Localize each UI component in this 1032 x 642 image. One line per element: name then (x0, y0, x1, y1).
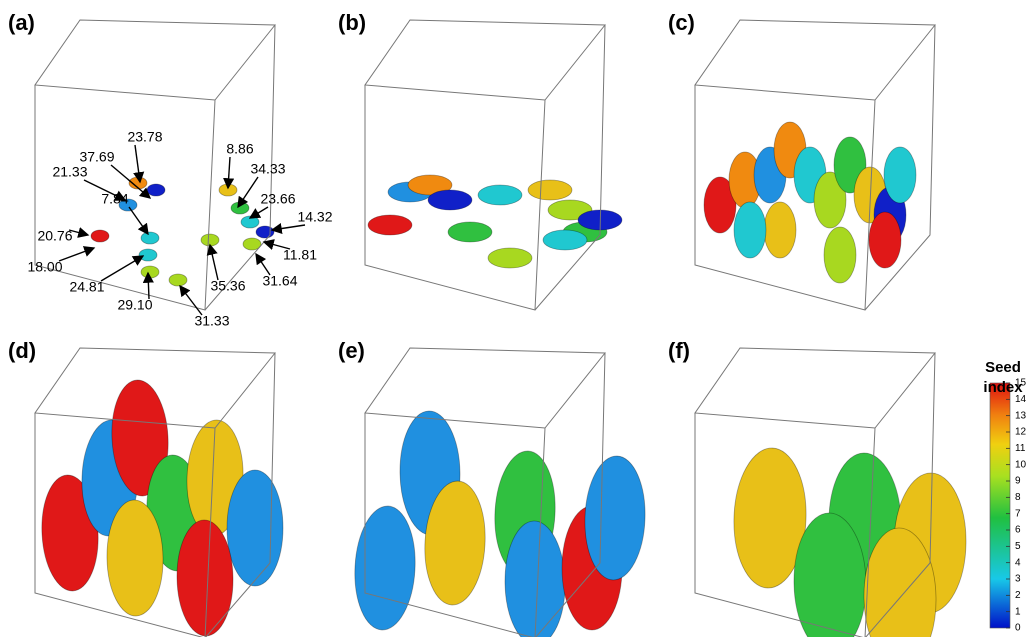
crystal (352, 505, 418, 632)
panel-label: (e) (338, 338, 365, 363)
colorbar-tick-label: 9 (1015, 476, 1021, 487)
annotation-arrow (129, 207, 148, 234)
crystal (169, 274, 187, 286)
crystal (147, 184, 165, 196)
crystal (869, 212, 901, 268)
box-edges (365, 20, 605, 310)
annotation-arrow (238, 177, 258, 207)
annotation: 31.64 (262, 273, 297, 289)
annotation: 8.86 (226, 141, 253, 157)
crystal (884, 147, 916, 203)
crystal (824, 227, 856, 283)
panel: (b) (338, 10, 622, 310)
panel: (f) (668, 338, 967, 637)
panel-label: (d) (8, 338, 36, 363)
colorbar-tick-label: 13 (1015, 410, 1027, 421)
annotation-arrow (148, 273, 149, 299)
crystal (227, 470, 283, 586)
crystal (734, 202, 766, 258)
colorbar-gradient (990, 383, 1010, 628)
crystal (91, 230, 109, 242)
annotation-arrow (250, 207, 268, 218)
colorbar-tick-label: 3 (1015, 574, 1021, 585)
crystal (139, 249, 157, 261)
annotation: 14.32 (297, 209, 332, 225)
crystal (256, 226, 274, 238)
annotation: 18.00 (27, 259, 62, 275)
crystal (428, 190, 472, 210)
crystal (141, 266, 159, 278)
colorbar-tick-label: 12 (1015, 427, 1027, 438)
annotation-arrow (210, 245, 218, 280)
crystal (543, 230, 587, 250)
crystal (764, 202, 796, 258)
colorbar-tick-label: 1 (1015, 606, 1021, 617)
annotation-arrow (135, 145, 140, 182)
crystal (478, 185, 522, 205)
colorbar-tick-label: 2 (1015, 590, 1021, 601)
annotation: 37.69 (79, 149, 114, 165)
panel-label: (c) (668, 10, 695, 35)
panel: (c) (668, 10, 935, 310)
colorbar-tick-label: 11 (1015, 443, 1026, 454)
crystal (201, 234, 219, 246)
annotation: 11.81 (283, 247, 317, 263)
crystal (528, 180, 572, 200)
annotation-arrow (180, 286, 202, 315)
crystal (141, 232, 159, 244)
annotation: 23.66 (260, 191, 295, 207)
annotation: 31.33 (194, 313, 229, 329)
annotation-arrow (59, 248, 94, 261)
colorbar-tick-label: 15 (1015, 378, 1027, 389)
annotation-arrow (228, 157, 230, 188)
annotation-arrow (101, 256, 143, 281)
figure: (a)(b)(c)(d)(e)(f) 37.6923.7821.338.8634… (0, 0, 1032, 637)
colorbar-tick-label: 6 (1015, 525, 1021, 536)
colorbar-tick-label: 7 (1015, 508, 1021, 519)
annotation: 24.81 (69, 279, 104, 295)
crystal (583, 455, 647, 581)
colorbar-tick-label: 5 (1015, 541, 1021, 552)
annotation: 29.10 (117, 297, 152, 313)
colorbar-tick-label: 4 (1015, 557, 1021, 568)
colorbar-tick-label: 0 (1015, 623, 1021, 634)
annotation: 34.33 (250, 161, 285, 177)
colorbar-tick-label: 8 (1015, 492, 1021, 503)
annotation: 21.33 (52, 164, 87, 180)
annotation-arrow (272, 225, 305, 230)
panel: (d) (8, 338, 283, 637)
crystal (448, 222, 492, 242)
panel-label: (f) (668, 338, 690, 363)
colorbar-tick-label: 14 (1015, 394, 1027, 405)
annotation: 23.78 (127, 129, 162, 145)
annotation: 7.84 (101, 191, 128, 207)
crystal (488, 248, 532, 268)
panels: (a) (b) (c) (d) (e) (f) (8, 10, 967, 637)
crystal (368, 215, 412, 235)
panel: (e) (338, 338, 647, 637)
panel-label: (a) (8, 10, 35, 35)
colorbar-tick-label: 10 (1015, 459, 1027, 470)
crystal (176, 520, 234, 637)
panel-label: (b) (338, 10, 366, 35)
annotation: 20.76 (37, 228, 72, 244)
colorbar-title: Seed (985, 359, 1021, 376)
annotation: 35.36 (210, 278, 245, 294)
